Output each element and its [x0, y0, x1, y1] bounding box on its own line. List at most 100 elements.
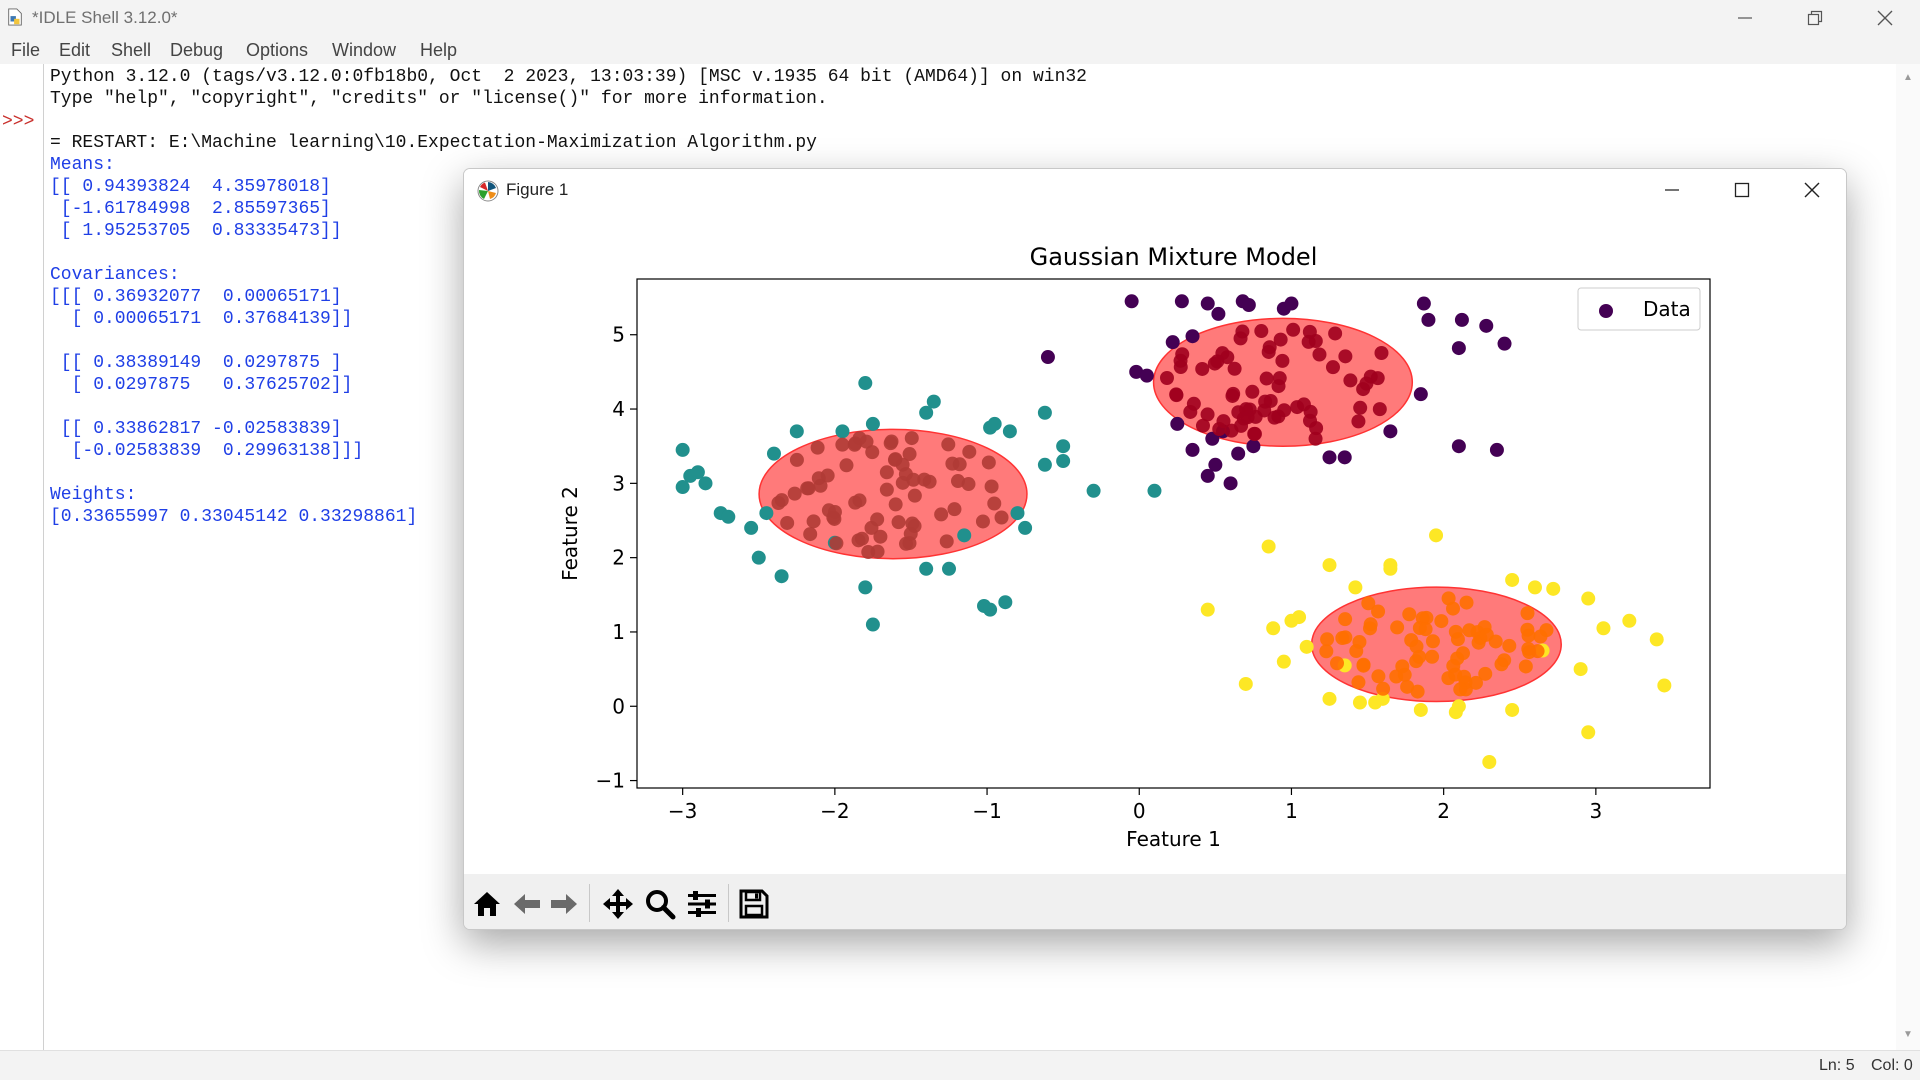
scroll-up-icon[interactable]: ▲ [1903, 72, 1913, 83]
data-point [1056, 439, 1071, 454]
data-point [1002, 424, 1017, 439]
data-point [1418, 622, 1433, 637]
minimize-button[interactable] [1710, 0, 1780, 36]
data-point [1259, 371, 1274, 386]
menu-debug[interactable]: Debug [170, 40, 224, 60]
data-point [917, 472, 932, 487]
gmm-plot[interactable]: Gaussian Mixture Model −3 −2 −1 0 1 2 3 −1 0 1 2 3… [464, 211, 1847, 874]
save-icon [739, 889, 769, 919]
data-point [1308, 431, 1323, 446]
data-point [975, 514, 990, 529]
data-point [1419, 610, 1434, 625]
data-point [987, 416, 1002, 431]
data-point [1412, 649, 1427, 664]
shell-line: [[[ 0.36932077 0.00065171] [50, 287, 342, 307]
data-point [1573, 662, 1588, 677]
data-point [1195, 361, 1210, 376]
data-point [800, 481, 815, 496]
menu-options[interactable]: Options [246, 40, 309, 60]
data-point [1170, 416, 1185, 431]
y-axis-label: Feature 2 [558, 486, 582, 581]
data-point [1518, 659, 1533, 674]
menu-help[interactable]: Help [420, 40, 458, 60]
data-point [1273, 332, 1288, 347]
data-point [1441, 591, 1456, 606]
data-point [865, 445, 880, 460]
data-point [1040, 350, 1055, 365]
figure-window[interactable]: Figure 1 Gaussian Mixture Model −3 −2 −1 0 1… [463, 168, 1847, 930]
y-tick-label: 2 [612, 546, 625, 570]
data-point [873, 529, 888, 544]
menu-shell[interactable]: Shell [111, 40, 152, 60]
data-point [766, 446, 781, 461]
data-point [879, 482, 894, 497]
figure-titlebar[interactable]: Figure 1 [464, 169, 1846, 211]
shell-line: [[ 0.94393824 4.35978018] [50, 177, 331, 197]
y-tick-label: 0 [612, 694, 625, 718]
figure-minimize-button[interactable] [1637, 169, 1707, 211]
data-point [1546, 581, 1561, 596]
back-button[interactable] [509, 888, 545, 920]
data-point [939, 534, 954, 549]
data-point [1185, 329, 1200, 344]
data-point [810, 440, 825, 455]
data-point [1359, 376, 1374, 391]
shell-prompt: >>> [2, 112, 35, 132]
save-button[interactable] [736, 888, 772, 920]
data-point [1455, 646, 1470, 661]
axes-frame [636, 278, 1711, 789]
data-point [1352, 634, 1367, 649]
data-point [994, 510, 1009, 525]
toolbar-separator [589, 884, 590, 922]
figure-maximize-button[interactable] [1707, 169, 1777, 211]
data-point [675, 480, 690, 495]
legend-marker [1599, 304, 1613, 318]
shell-line: [[ 0.33862817 -0.02583839] [50, 419, 342, 439]
pan-button[interactable] [600, 888, 636, 920]
data-point [1410, 684, 1425, 699]
data-point [1200, 407, 1215, 422]
data-point [1330, 656, 1345, 671]
data-point [698, 476, 713, 491]
data-point [1400, 679, 1415, 694]
data-point [1622, 613, 1637, 628]
data-point [1147, 483, 1162, 498]
y-tick-label: −1 [596, 769, 625, 793]
menu-window[interactable]: Window [332, 40, 397, 60]
vertical-scrollbar[interactable]: ▲ ▼ [1896, 64, 1920, 1050]
data-point [865, 416, 880, 431]
shell-output[interactable]: Python 3.12.0 (tags/v3.12.0:0fb18b0, Oct… [50, 66, 1880, 528]
figure-close-button[interactable] [1777, 169, 1846, 211]
zoom-button[interactable] [642, 888, 678, 920]
menu-file[interactable]: File [11, 40, 41, 60]
data-point [902, 536, 917, 551]
data-point [1581, 591, 1596, 606]
data-point [1397, 667, 1412, 682]
close-button[interactable] [1850, 0, 1920, 36]
data-point [941, 437, 956, 452]
data-point [919, 405, 934, 420]
zoom-icon [646, 890, 676, 920]
data-point [1497, 653, 1512, 668]
menu-edit[interactable]: Edit [59, 40, 91, 60]
home-button[interactable] [469, 888, 505, 920]
data-point [1241, 298, 1256, 313]
figure-toolbar [464, 874, 1846, 929]
scroll-down-icon[interactable]: ▼ [1903, 1029, 1913, 1040]
data-point [1258, 394, 1273, 409]
forward-button[interactable] [546, 888, 582, 920]
data-point [962, 444, 977, 459]
data-point [820, 468, 835, 483]
data-point [1383, 424, 1398, 439]
restore-button[interactable] [1780, 0, 1850, 36]
configure-button[interactable] [684, 888, 720, 920]
y-tick-label: 1 [612, 620, 625, 644]
minimize-icon [1665, 189, 1679, 191]
idle-titlebar: *IDLE Shell 3.12.0* [0, 0, 1920, 36]
data-point [1425, 634, 1440, 649]
data-point [1479, 627, 1494, 642]
data-point [1174, 294, 1189, 309]
data-point [858, 580, 873, 595]
data-point [1337, 450, 1352, 465]
data-point [1338, 349, 1353, 364]
